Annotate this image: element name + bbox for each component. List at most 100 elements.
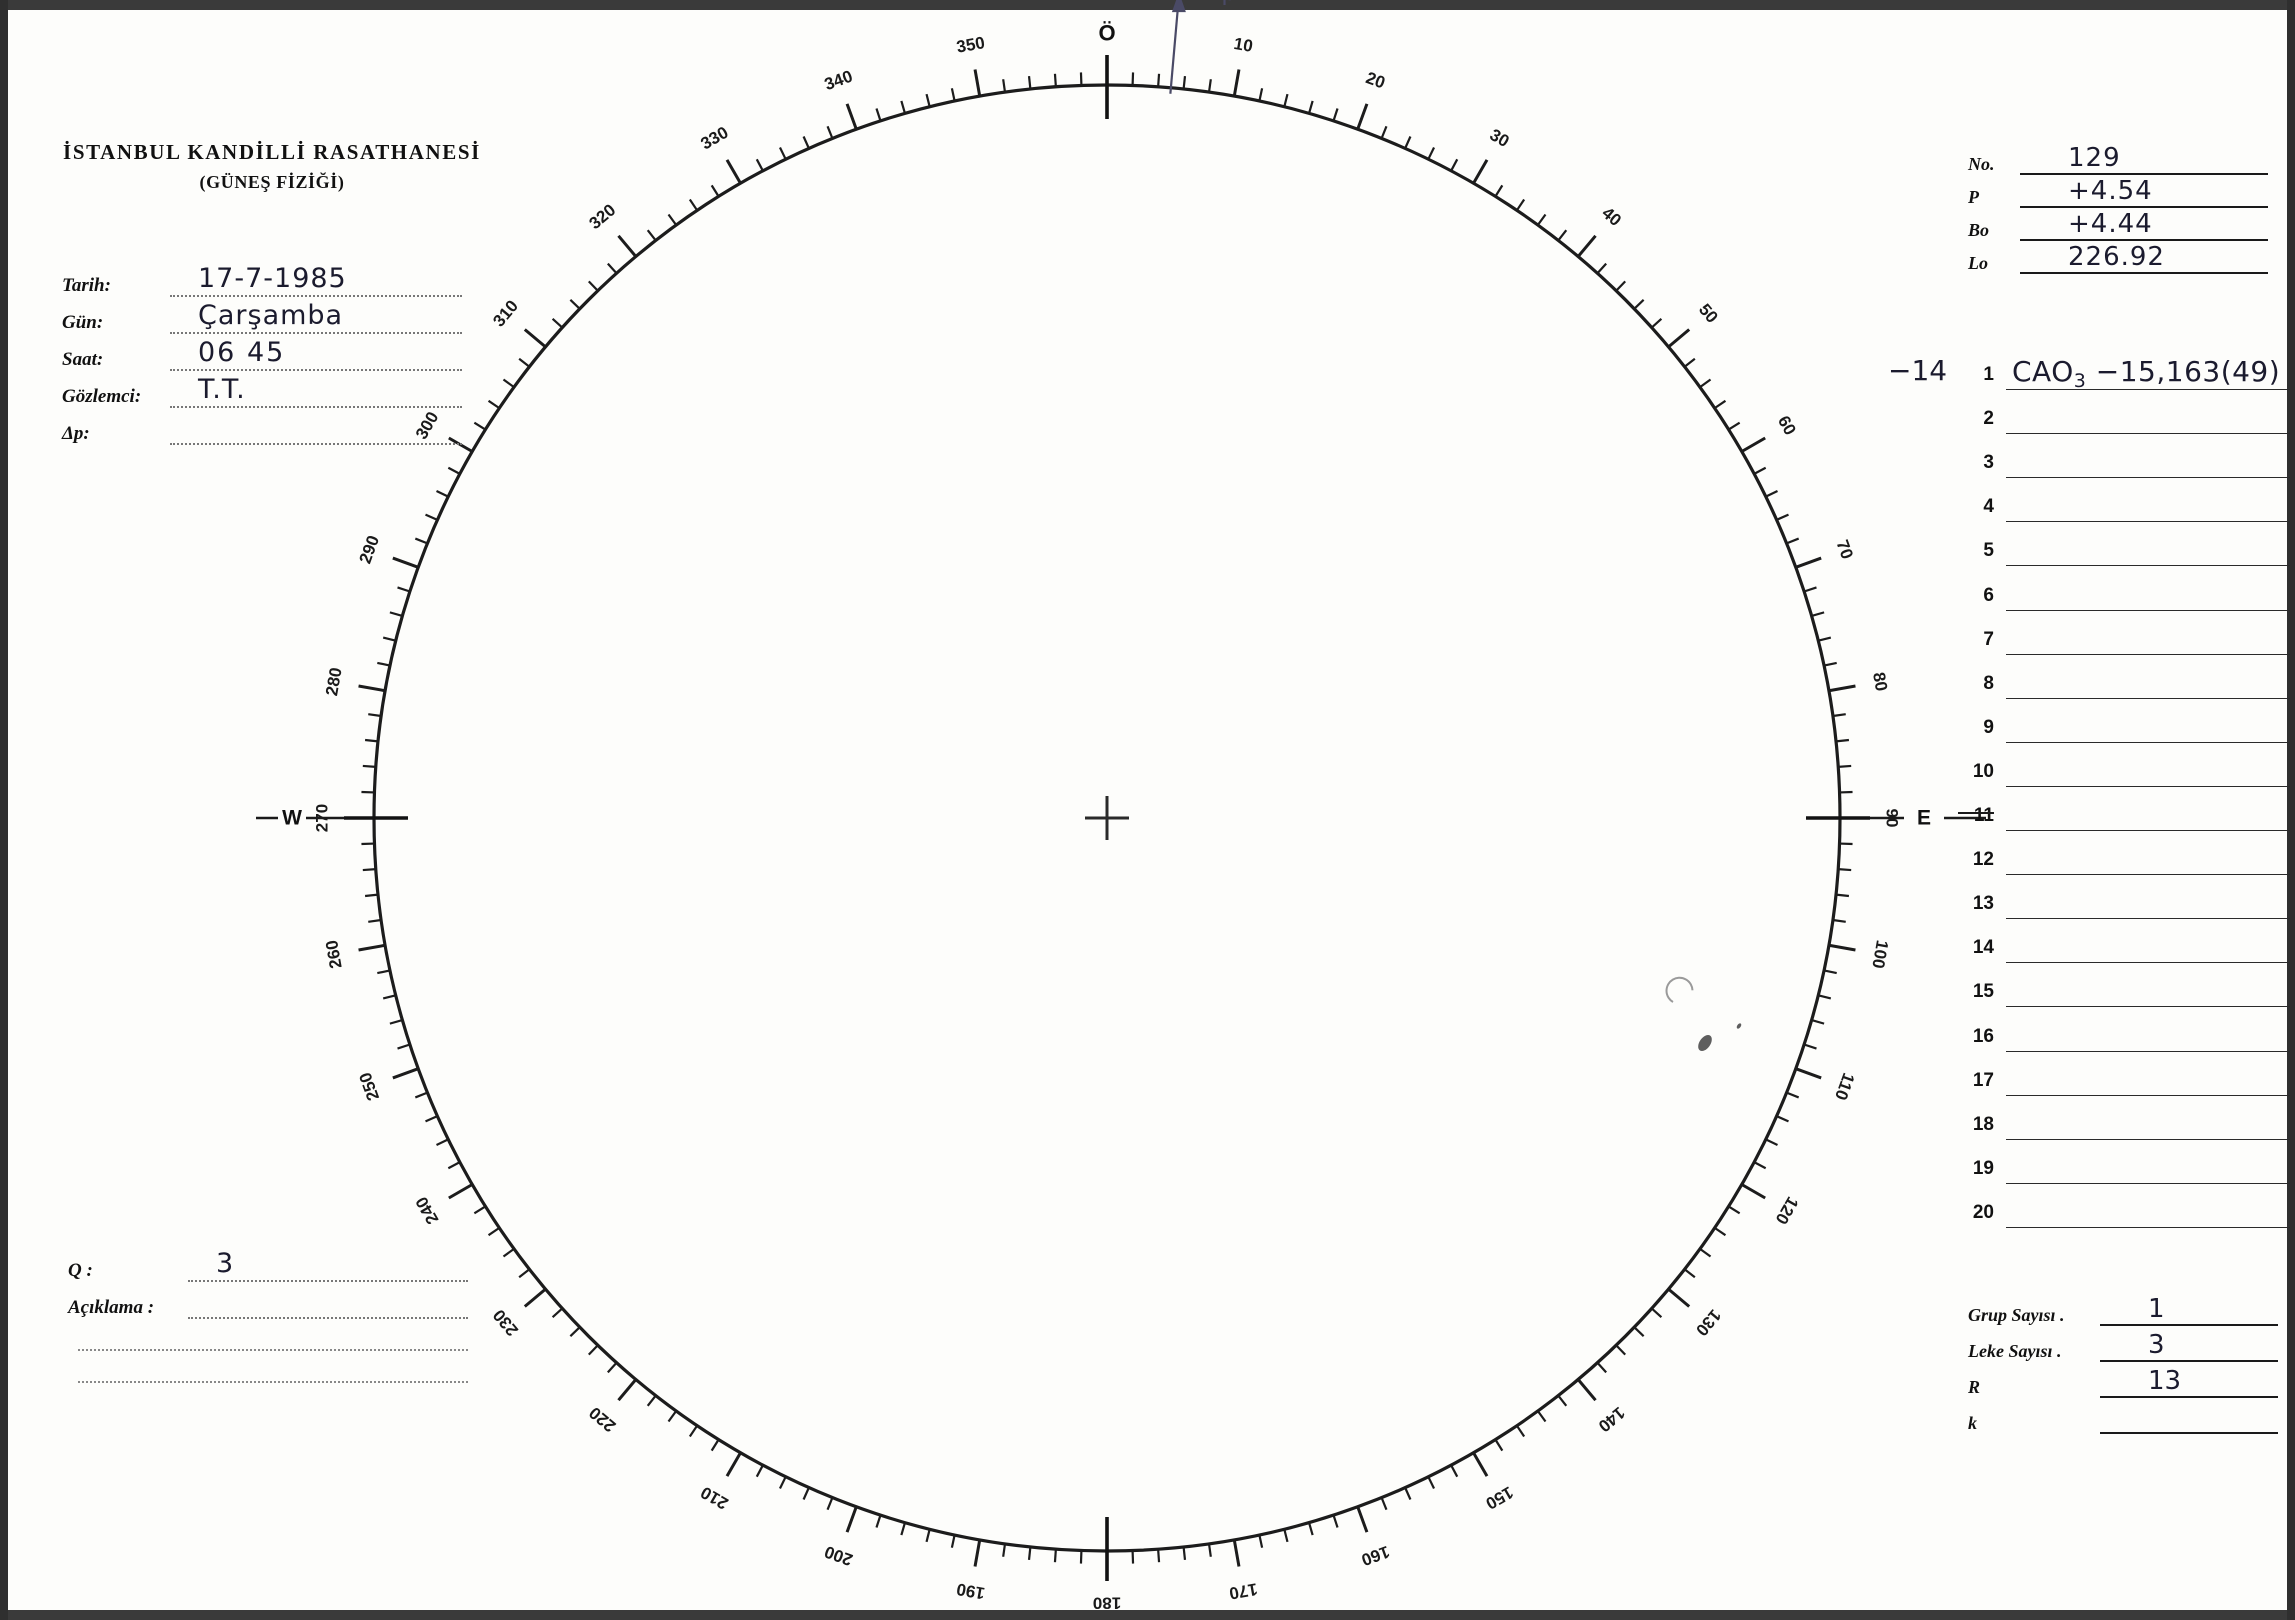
aciklama-blank-line-2[interactable] (78, 1351, 468, 1383)
minor-degree-tick (414, 537, 428, 545)
minor-degree-tick (473, 421, 486, 431)
input-r[interactable]: 13 (2100, 1364, 2278, 1398)
sunspot-group-row: 19 (1960, 1140, 2290, 1184)
minor-degree-tick (1053, 1549, 1057, 1563)
minor-degree-tick (389, 1018, 403, 1025)
degree-label: 240 (412, 1193, 443, 1227)
aciklama-blank-line-1[interactable] (78, 1319, 468, 1351)
input-p[interactable]: +4.54 (2020, 176, 2268, 208)
minor-degree-tick (436, 1138, 449, 1147)
minor-degree-tick (1515, 198, 1526, 211)
minor-degree-tick (875, 1514, 882, 1528)
label-k: k (1968, 1413, 1977, 1433)
minor-degree-tick (368, 918, 382, 923)
value-saat: 06 45 (198, 337, 286, 368)
group-row-number: 4 (1983, 496, 1994, 518)
label-delta-p: Δp: (62, 423, 90, 444)
minor-degree-tick (1699, 378, 1712, 389)
group-row-input[interactable] (2006, 397, 2290, 435)
minor-degree-tick (1615, 280, 1627, 292)
group-row-input[interactable] (2006, 1191, 2290, 1228)
minor-degree-tick (1157, 73, 1161, 87)
group-row-input[interactable] (2006, 1147, 2290, 1184)
label-aciklama: Açıklama : (68, 1297, 155, 1318)
input-k[interactable] (2100, 1400, 2278, 1434)
param-row-p: P +4.54 (1968, 175, 2268, 208)
degree-label: 250 (356, 1070, 384, 1103)
degree-label: 180 (1093, 1594, 1121, 1613)
group-row-input[interactable] (2006, 1103, 2290, 1140)
minor-degree-tick (667, 213, 678, 226)
group-row-number: 12 (1972, 849, 1994, 871)
input-gozlemci[interactable]: T.T. (170, 374, 462, 408)
group-row-input[interactable] (2006, 970, 2290, 1008)
group-row-input[interactable] (2006, 529, 2290, 567)
value-bo: +4.44 (2068, 209, 2153, 239)
group-row-input[interactable] (1958, 794, 2290, 832)
group-row-input[interactable] (2006, 750, 2290, 787)
minor-degree-tick (1823, 661, 1837, 667)
input-no[interactable]: 129 (2020, 143, 2268, 175)
degree-label: 150 (1482, 1483, 1516, 1514)
sunspot-group-row: 16 (1960, 1007, 2290, 1052)
label-bo: Bo (1968, 220, 1990, 240)
group-row-input[interactable] (2006, 838, 2290, 876)
minor-degree-tick (667, 1410, 678, 1423)
minor-degree-tick (487, 1226, 500, 1237)
group-row-input[interactable] (2006, 926, 2290, 964)
group-row-input[interactable] (2006, 662, 2290, 699)
input-bo[interactable]: +4.44 (2020, 209, 2268, 241)
sunspot-group-row: 9 (1960, 699, 2290, 743)
input-lo[interactable]: 226.92 (2020, 242, 2268, 274)
minor-degree-tick (607, 1361, 618, 1374)
group-row-input[interactable] (2006, 441, 2290, 479)
minor-degree-tick (1027, 75, 1032, 90)
minor-degree-tick (1596, 1361, 1607, 1374)
summary-row-grup-sayisi: Grup Sayısı . 1 (1968, 1290, 2278, 1326)
minor-degree-tick (1803, 1043, 1817, 1050)
group-row-input[interactable] (2006, 1015, 2290, 1052)
degree-label: 260 (322, 939, 346, 970)
group-row-number: 20 (1972, 1201, 1994, 1223)
major-degree-tick (1667, 328, 1691, 348)
group-row-input[interactable] (2006, 1059, 2290, 1096)
major-degree-tick (358, 684, 386, 693)
sunspot-group-row: 4 (1960, 478, 2290, 523)
group-row-number: 6 (1983, 584, 1994, 606)
minor-degree-tick (1536, 1410, 1547, 1423)
minor-degree-tick (1450, 1464, 1459, 1478)
group-row-input[interactable] (2006, 882, 2290, 920)
input-q[interactable]: 3 (188, 1248, 468, 1282)
minor-degree-tick (1803, 586, 1817, 593)
label-gozlemci: Gözlemci: (62, 386, 142, 407)
input-grup-sayisi[interactable]: 1 (2100, 1292, 2278, 1326)
value-grup-sayisi: 1 (2148, 1294, 2165, 1324)
group-row-input[interactable] (2006, 618, 2290, 655)
minor-degree-tick (1786, 537, 1800, 545)
degree-label: 170 (1228, 1579, 1259, 1603)
input-gun[interactable]: Çarşamba (170, 300, 462, 334)
degree-label: 230 (489, 1306, 522, 1340)
group-row-input[interactable]: −14 CAO3 −15,163(49) (1888, 353, 2290, 392)
group-row-input[interactable] (2006, 706, 2290, 743)
minor-degree-tick (646, 229, 657, 242)
minor-degree-tick (1027, 1546, 1032, 1561)
value-no: 129 (2068, 143, 2121, 173)
input-delta-p[interactable] (170, 415, 462, 445)
minor-degree-tick (1683, 357, 1696, 368)
input-leke-sayisi[interactable]: 3 (2100, 1328, 2278, 1362)
minor-degree-tick (377, 969, 391, 975)
minor-degree-tick (1557, 1394, 1568, 1407)
delta-p-annotation-label: Δp (1205, 0, 1237, 6)
input-aciklama[interactable] (188, 1289, 468, 1319)
sunspot-faint-outline (1665, 976, 1694, 1003)
minor-degree-tick (900, 1522, 907, 1536)
group-row-input[interactable] (2006, 485, 2290, 523)
summary-row-k: k (1968, 1398, 2278, 1434)
minor-degree-tick (1683, 1268, 1696, 1279)
group-row-input[interactable] (2006, 574, 2290, 611)
input-tarih[interactable]: 17-7-1985 (170, 263, 462, 297)
input-saat[interactable]: 06 45 (170, 337, 462, 371)
